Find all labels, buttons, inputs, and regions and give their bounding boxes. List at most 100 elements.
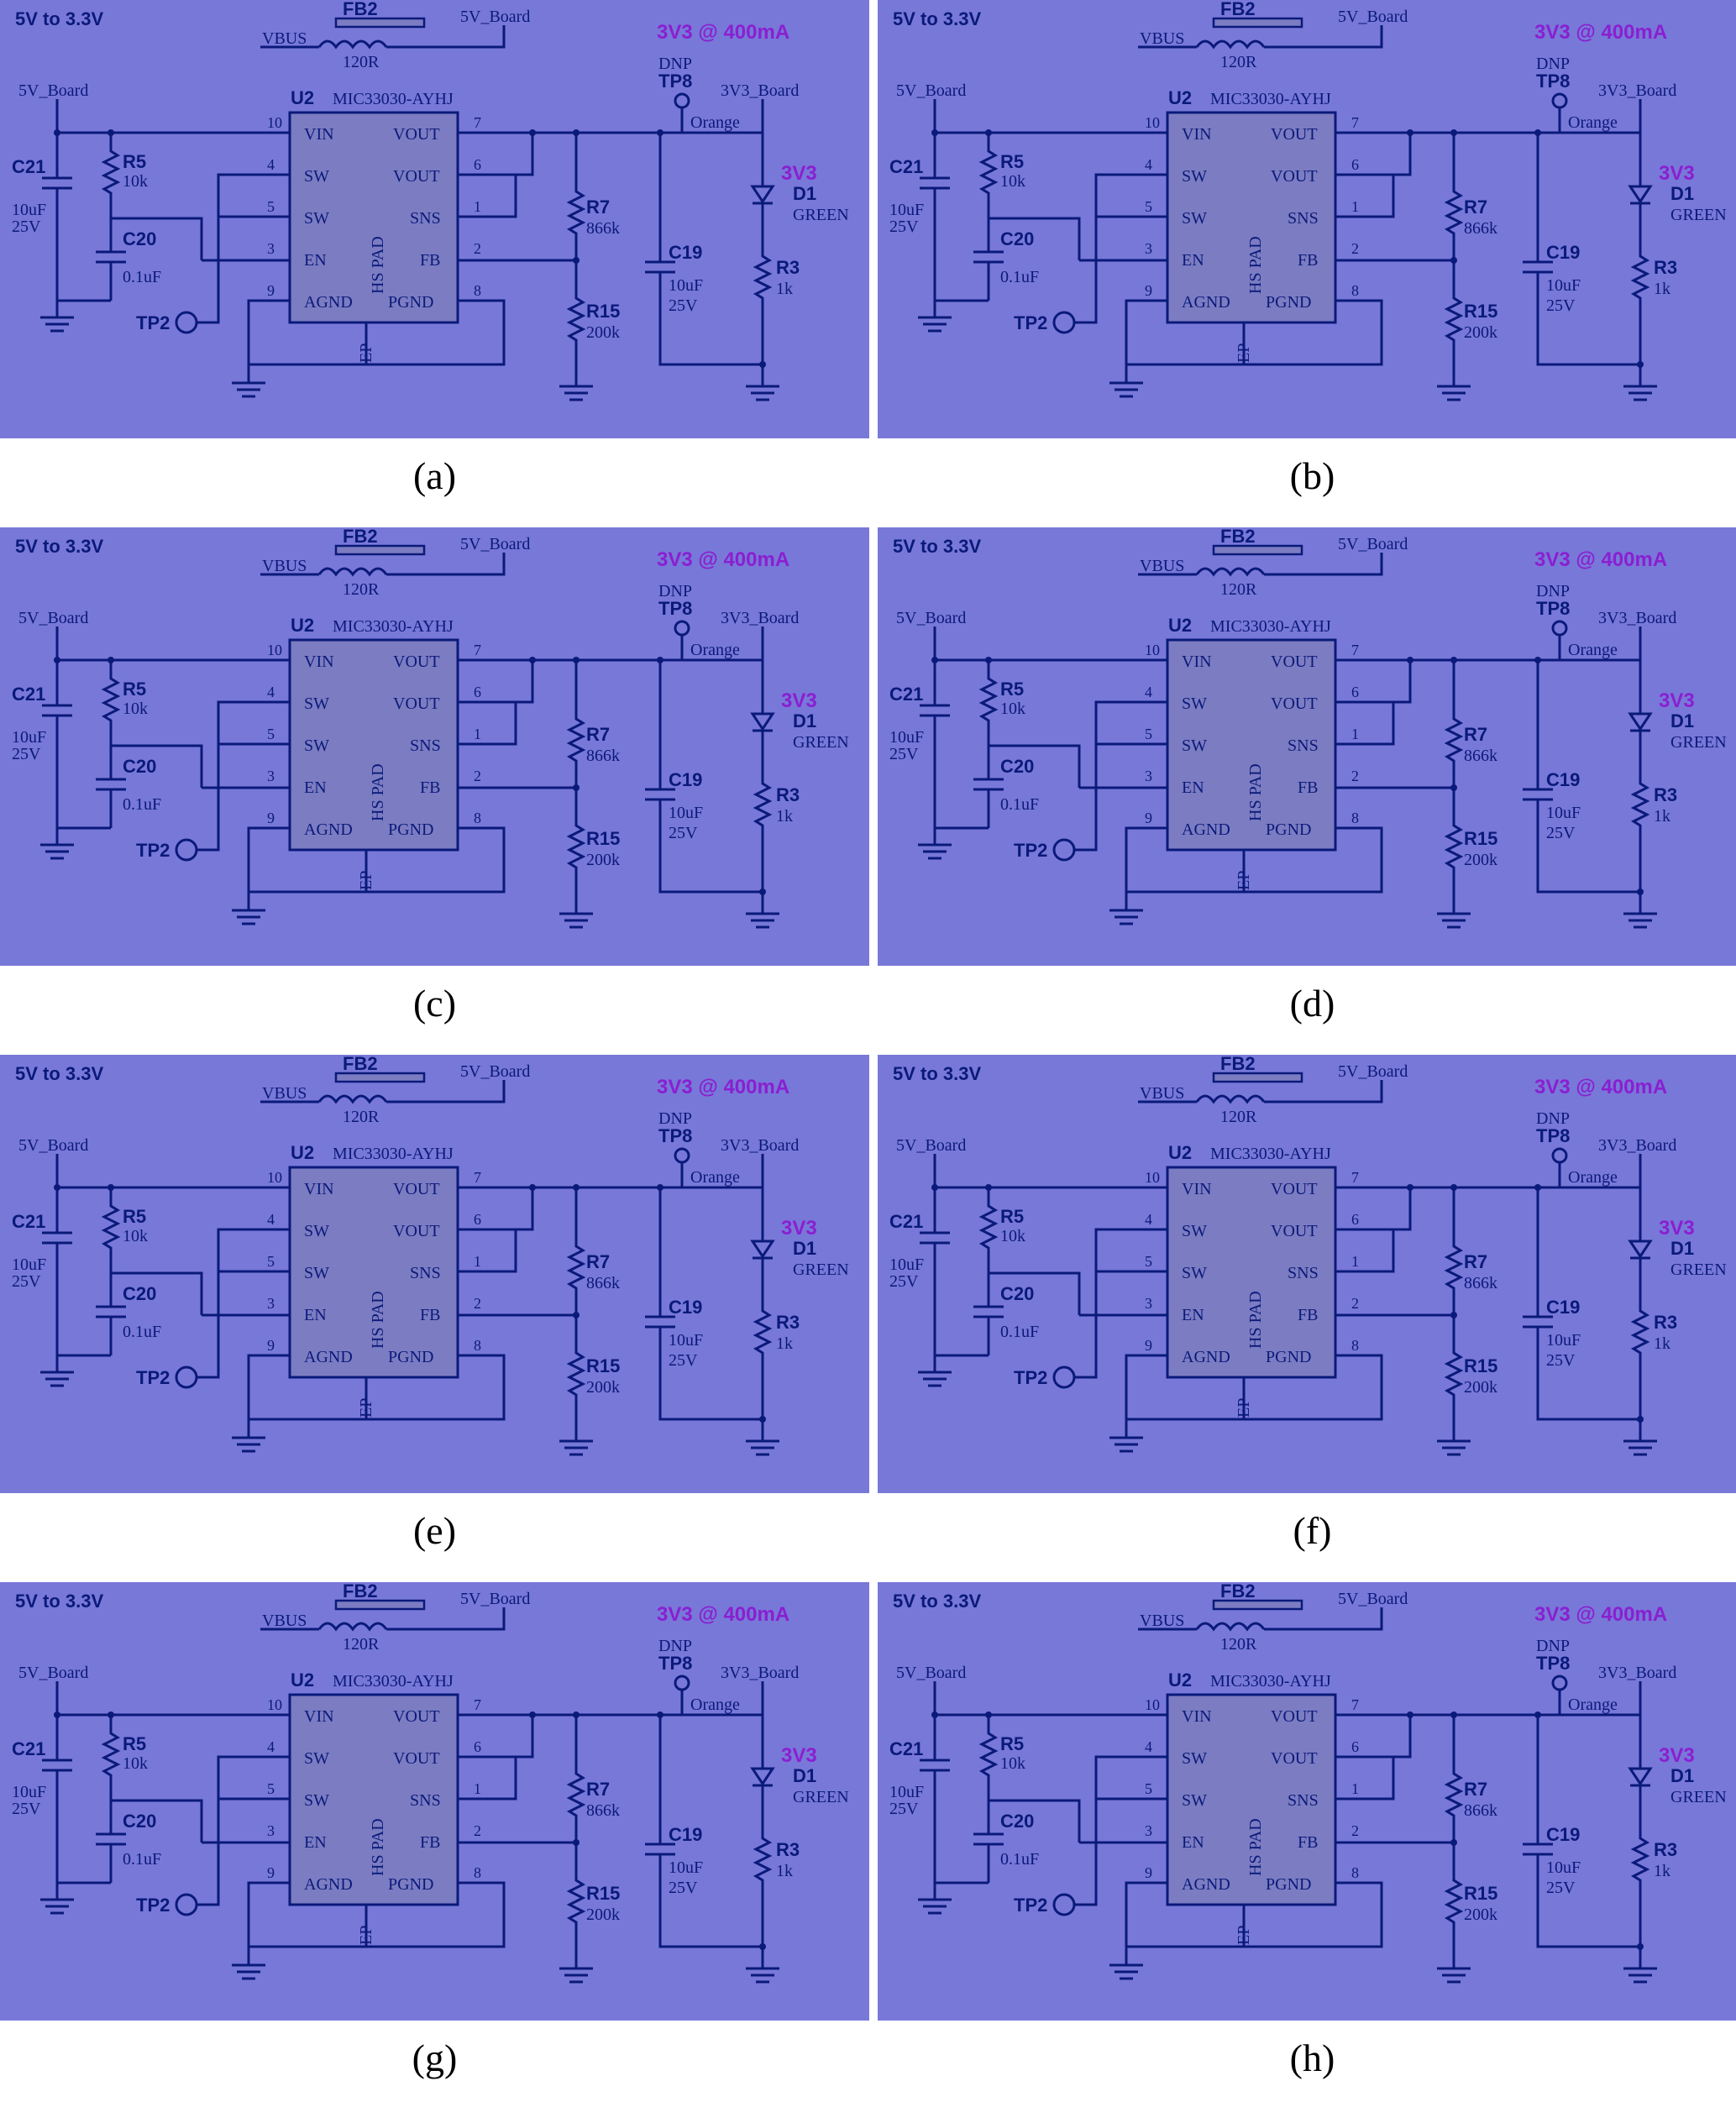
r7-value: 866k bbox=[1464, 1801, 1497, 1820]
pin-num: 3 bbox=[1145, 768, 1152, 784]
fb-ref: FB2 bbox=[343, 1582, 378, 1601]
pin-name: VOUT bbox=[1271, 653, 1318, 671]
fb-out-label: 5V_Board bbox=[460, 8, 530, 26]
c21-ref: C21 bbox=[889, 156, 923, 177]
ground-icon bbox=[918, 1355, 952, 1387]
c19-ref: C19 bbox=[669, 1824, 702, 1845]
resistor-r15 bbox=[1437, 817, 1471, 929]
fb-in-label: VBUS bbox=[1140, 1084, 1184, 1103]
c20-value: 0.1uF bbox=[1000, 1323, 1039, 1341]
tp8-color: Orange bbox=[690, 113, 740, 132]
ground-icon bbox=[918, 828, 952, 860]
pin-num: 3 bbox=[267, 1295, 275, 1312]
r3-value: 1k bbox=[776, 1334, 793, 1353]
ic-part: MIC33030-AYHJ bbox=[1210, 617, 1331, 636]
fb-out-label: 5V_Board bbox=[460, 1062, 530, 1081]
pin-name: PGND bbox=[1266, 293, 1311, 312]
pin-name: SW bbox=[304, 1749, 329, 1768]
wire-vout bbox=[1335, 658, 1550, 789]
schematic-svg: 5V to 3.3V FB2 VBUS 120R 5V_Board 3V3 @ … bbox=[0, 0, 869, 438]
pin-name: AGND bbox=[1182, 293, 1230, 312]
power-label: 3V3 @ 400mA bbox=[1534, 21, 1667, 44]
wire-vout bbox=[1335, 1186, 1550, 1317]
net-5v-board: 5V_Board bbox=[18, 1664, 88, 1682]
pin-num: 1 bbox=[474, 726, 481, 742]
d1-color: GREEN bbox=[793, 1788, 849, 1806]
tp2-ref: TP2 bbox=[136, 1895, 170, 1916]
pin-name: SW bbox=[1182, 167, 1207, 186]
cap-c19 bbox=[1523, 1715, 1640, 1948]
pin-num: 8 bbox=[474, 810, 481, 826]
fb-ref: FB2 bbox=[1220, 1055, 1256, 1074]
resistor-r7 bbox=[1444, 133, 1464, 290]
c20-value: 0.1uF bbox=[123, 795, 161, 814]
tp8-dnp: DNP bbox=[658, 1637, 692, 1655]
fb-inductor bbox=[260, 1080, 506, 1104]
tp8-dnp: DNP bbox=[658, 582, 692, 600]
fb-inductor bbox=[1138, 25, 1383, 50]
resistor-r5 bbox=[978, 133, 1081, 260]
resistor-r3 bbox=[746, 1826, 779, 1984]
pin-name: SW bbox=[304, 167, 329, 186]
r7-ref: R7 bbox=[1464, 197, 1487, 218]
net-3v3-board: 3V3_Board bbox=[721, 81, 799, 100]
pin-name: SNS bbox=[410, 209, 441, 228]
pin-num: 5 bbox=[1145, 1780, 1152, 1797]
r5-ref: R5 bbox=[123, 1733, 146, 1754]
c19-voltage: 25V bbox=[1546, 1351, 1576, 1370]
wire-ground bbox=[232, 1354, 506, 1453]
pin-num: 8 bbox=[474, 1337, 481, 1354]
c21-value: 10uF bbox=[889, 201, 924, 219]
pin-name: SW bbox=[304, 1264, 329, 1282]
pin-name: VOUT bbox=[393, 1749, 440, 1768]
cap-c20 bbox=[973, 1273, 1004, 1355]
ground-icon bbox=[40, 1883, 74, 1915]
d1-color: GREEN bbox=[1670, 206, 1727, 224]
d1-color: GREEN bbox=[1670, 1261, 1727, 1279]
ic-part: MIC33030-AYHJ bbox=[1210, 1145, 1331, 1163]
pin-num: 10 bbox=[1145, 1169, 1160, 1186]
pin-name: FB bbox=[420, 251, 440, 270]
schematic-panel: 5V to 3.3V FB2 VBUS 120R 5V_Board 3V3 @ … bbox=[878, 1055, 1736, 1493]
pin-num: 9 bbox=[267, 1337, 275, 1354]
net-5v-board: 5V_Board bbox=[896, 609, 966, 627]
pin-num: 2 bbox=[1351, 768, 1359, 784]
wire-ground bbox=[232, 299, 506, 398]
pin-num: 7 bbox=[1351, 1696, 1359, 1713]
c20-value: 0.1uF bbox=[123, 1323, 161, 1341]
pin-num: 5 bbox=[267, 1780, 275, 1797]
c19-ref: C19 bbox=[1546, 1824, 1580, 1845]
pin-name: SW bbox=[304, 695, 329, 713]
r5-value: 10k bbox=[123, 1227, 148, 1245]
ic-ref: U2 bbox=[291, 615, 314, 636]
c20-ref: C20 bbox=[1000, 1811, 1034, 1832]
pin-num: 8 bbox=[1351, 1337, 1359, 1354]
pin-name: FB bbox=[1298, 778, 1318, 797]
schematic-title: 5V to 3.3V bbox=[15, 1591, 103, 1612]
schematic-svg: 5V to 3.3V FB2 VBUS 120R 5V_Board 3V3 @ … bbox=[0, 1055, 869, 1493]
cap-c20 bbox=[973, 218, 1004, 301]
wire-sw bbox=[197, 1228, 290, 1379]
r3-ref: R3 bbox=[1654, 784, 1677, 805]
r3-ref: R3 bbox=[776, 1839, 800, 1860]
r5-ref: R5 bbox=[123, 1206, 146, 1227]
c19-voltage: 25V bbox=[1546, 1879, 1576, 1897]
pin-name: EN bbox=[1182, 1833, 1204, 1852]
power-label: 3V3 @ 400mA bbox=[657, 1076, 789, 1098]
resistor-r7 bbox=[1444, 1715, 1464, 1872]
ic-ref: U2 bbox=[291, 1670, 314, 1691]
ic-pad-label: HS PAD bbox=[369, 236, 387, 294]
ic-pad-label: HS PAD bbox=[369, 1291, 387, 1349]
d1-ref: D1 bbox=[793, 710, 816, 731]
tp8-color: Orange bbox=[1568, 1168, 1618, 1187]
resistor-r5 bbox=[101, 660, 203, 788]
fb-inductor bbox=[1138, 1080, 1383, 1104]
resistor-r3 bbox=[746, 771, 779, 929]
c20-value: 0.1uF bbox=[123, 1850, 161, 1869]
net-5v-board: 5V_Board bbox=[896, 1136, 966, 1155]
pin-name: PGND bbox=[1266, 820, 1311, 839]
pin-name: VIN bbox=[304, 125, 334, 144]
resistor-r5 bbox=[101, 1715, 203, 1843]
fb-ref: FB2 bbox=[343, 0, 378, 19]
pin-num: 6 bbox=[1351, 156, 1359, 173]
